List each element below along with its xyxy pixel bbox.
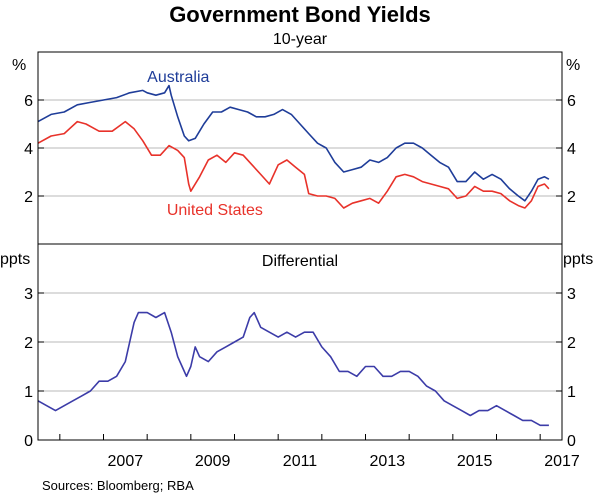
x-tick-label: 2007 (108, 453, 144, 470)
series-line-differential (37, 311, 549, 427)
x-tick-label: 2013 (370, 453, 406, 470)
y-tick-label-right: 2 (567, 335, 576, 352)
plot-frame (37, 51, 563, 441)
y-tick-label-right: 4 (567, 141, 576, 158)
y-tick-label-left: 4 (24, 141, 33, 158)
y-tick-label-left: 3 (24, 286, 33, 303)
y-tick-label-right: 0 (567, 433, 576, 450)
plot-layer: 2 2 4 4 6 6 Australia United States 0 0 1 1 2 2 3 3 2007… (24, 51, 580, 470)
bottom-left-unit: ppts (0, 251, 30, 268)
series-line-australia (37, 84, 550, 202)
y-tick-label-left: 2 (24, 335, 33, 352)
differential-panel-label: Differential (262, 253, 338, 270)
x-tick-label: 2017 (544, 453, 580, 470)
x-tick-label: 2009 (195, 453, 231, 470)
y-tick-label-left: 6 (24, 93, 33, 110)
series-line-united-states (37, 120, 550, 209)
top-right-unit: % (566, 57, 580, 74)
y-tick-label-right: 6 (567, 93, 576, 110)
series-label-united-states: United States (167, 202, 263, 219)
bottom-right-unit: ppts (563, 251, 593, 268)
chart-title: Government Bond Yields (169, 2, 431, 27)
x-tick-label: 2011 (283, 453, 318, 470)
y-tick-label-right: 1 (567, 384, 576, 401)
y-tick-label-left: 0 (24, 433, 33, 450)
y-tick-label-right: 3 (567, 286, 576, 303)
y-tick-label-left: 2 (24, 189, 33, 206)
x-tick-label: 2015 (457, 453, 493, 470)
top-left-unit: % (12, 57, 26, 74)
series-label-australia: Australia (147, 69, 209, 86)
chart-subtitle: 10-year (273, 31, 328, 48)
y-tick-label-left: 1 (24, 384, 33, 401)
chart-source: Sources: Bloomberg; RBA (42, 478, 194, 493)
y-tick-label-right: 2 (567, 189, 576, 206)
